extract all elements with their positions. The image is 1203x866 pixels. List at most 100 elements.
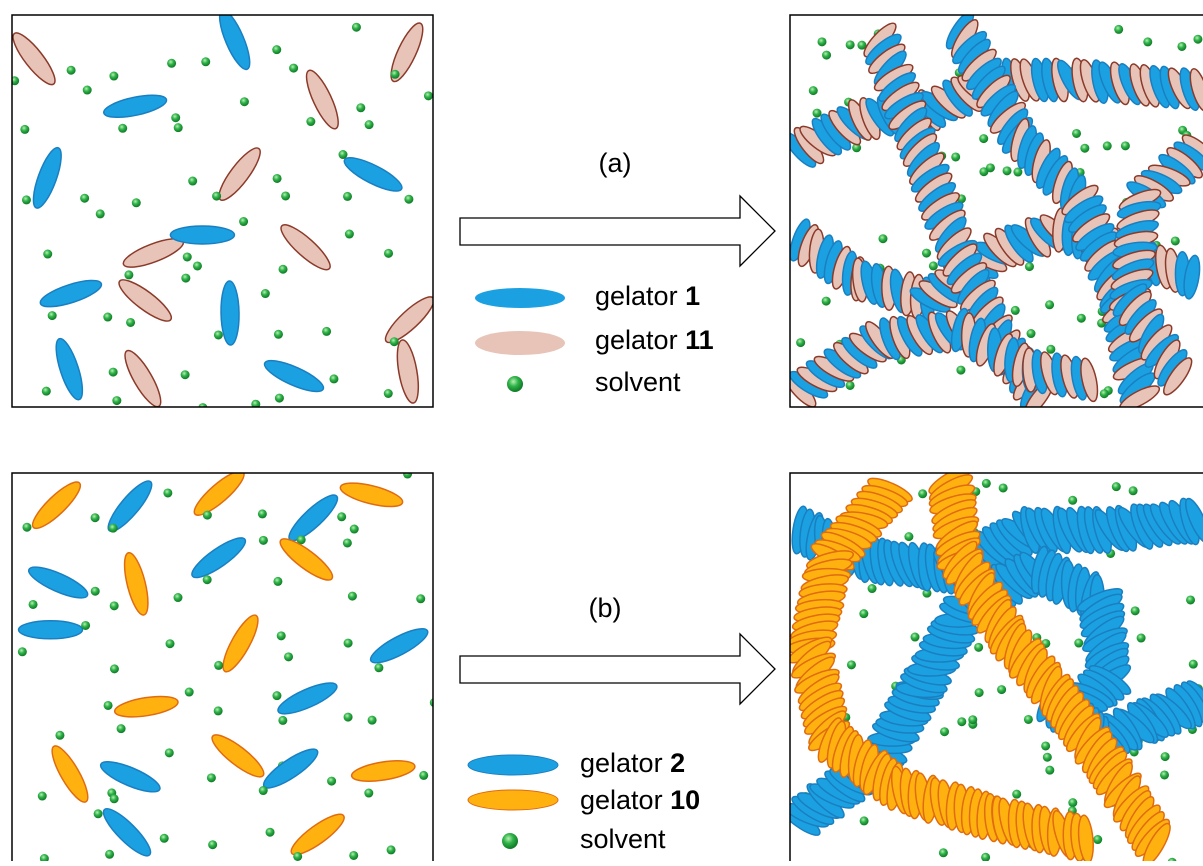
- solvent-molecule: [868, 584, 877, 593]
- gelator-molecule: [97, 756, 163, 798]
- solvent-molecule: [193, 261, 202, 270]
- solvent-molecule: [277, 631, 286, 640]
- legend-label: solvent: [580, 824, 666, 854]
- solvent-molecule: [112, 396, 121, 405]
- solvent-molecule: [1112, 482, 1121, 491]
- gelator-molecule: [259, 743, 322, 794]
- solvent-molecule: [384, 249, 393, 258]
- legend-swatch: [507, 376, 523, 392]
- solvent-molecule: [1131, 606, 1140, 615]
- solvent-molecule: [208, 840, 217, 849]
- figure: (a) (b) gelator 1 gelator 11 solvent gel…: [0, 0, 1203, 861]
- solvent-molecule: [1177, 42, 1186, 51]
- solvent-molecule: [278, 716, 287, 725]
- solvent-molecule: [261, 289, 270, 298]
- solvent-molecule: [322, 327, 331, 336]
- solvent-molecule: [1171, 236, 1180, 245]
- solvent-molecule: [440, 638, 449, 647]
- solvent-molecule: [104, 701, 113, 710]
- solvent-molecule: [214, 661, 223, 670]
- gelator-molecule: [207, 729, 269, 783]
- solvent-molecule: [1068, 496, 1077, 505]
- solvent-molecule: [430, 698, 439, 707]
- mixture-panel-b: [18, 465, 450, 861]
- solvent-molecule: [188, 177, 197, 186]
- solvent-molecule: [306, 117, 315, 126]
- solvent-molecule: [272, 45, 281, 54]
- solvent-molecule: [859, 609, 868, 618]
- solvent-molecule: [846, 40, 855, 49]
- network-panel-a: [780, 8, 1203, 420]
- legend-swatch: [475, 331, 565, 355]
- solvent-molecule: [981, 853, 990, 861]
- solvent-molecule: [1143, 37, 1152, 46]
- gelator-molecule: [102, 91, 168, 122]
- solvent-molecule: [83, 86, 92, 95]
- solvent-molecule: [109, 72, 118, 81]
- solvent-molecule: [350, 525, 359, 534]
- solvent-molecule: [329, 374, 338, 383]
- solvent-molecule: [1045, 300, 1054, 309]
- gelator-molecule: [28, 145, 67, 211]
- solvent-molecule: [259, 786, 268, 795]
- gelator-molecule: [380, 291, 439, 348]
- solvent-molecule: [165, 748, 174, 757]
- solvent-molecule: [343, 538, 352, 547]
- gelator-molecule: [393, 338, 422, 404]
- solvent-molecule: [1068, 798, 1077, 807]
- gelator-molecule: [275, 677, 341, 719]
- solvent-molecule: [203, 575, 212, 584]
- solvent-molecule: [275, 394, 284, 403]
- solvent-molecule: [1027, 329, 1036, 338]
- solvent-molecule: [96, 209, 105, 218]
- solvent-molecule: [444, 303, 453, 312]
- solvent-molecule: [384, 389, 393, 398]
- solvent-molecule: [29, 600, 38, 609]
- arrow: [460, 196, 775, 266]
- solvent-molecule: [67, 66, 76, 75]
- solvent-molecule: [878, 234, 887, 243]
- gelator-molecule: [214, 7, 256, 73]
- solvent-molecule: [273, 577, 282, 586]
- legend-label: solvent: [595, 367, 681, 397]
- solvent-molecule: [110, 794, 119, 803]
- solvent-molecule: [419, 771, 428, 780]
- solvent-molecule: [18, 647, 27, 656]
- solvent-molecule: [110, 601, 119, 610]
- page: (a) (b) gelator 1 gelator 11 solvent gel…: [0, 0, 1203, 861]
- solvent-molecule: [201, 57, 210, 66]
- solvent-molecule: [1003, 166, 1012, 175]
- solvent-molecule: [860, 816, 869, 825]
- solvent-molecule: [20, 125, 29, 134]
- solvent-molecule: [344, 639, 353, 648]
- solvent-molecule: [214, 330, 223, 339]
- solvent-molecule: [436, 247, 445, 256]
- solvent-molecule: [929, 261, 938, 270]
- solvent-molecule: [258, 509, 267, 518]
- legend-swatch: [468, 790, 558, 810]
- gelator-molecule: [51, 336, 88, 402]
- legend-text: gelator: [580, 785, 663, 815]
- solvent-molecule: [956, 366, 965, 375]
- gelator-molecule: [187, 532, 250, 583]
- legend-swatch: [468, 755, 558, 775]
- solvent-molecule: [796, 338, 805, 347]
- solvent-molecule: [940, 727, 949, 736]
- solvent-molecule: [203, 511, 212, 520]
- solvent-molecule: [999, 483, 1008, 492]
- solvent-molecule: [424, 91, 433, 100]
- solvent-molecule: [1074, 639, 1083, 648]
- solvent-molecule: [979, 134, 988, 143]
- solvent-molecule: [809, 86, 818, 95]
- solvent-molecule: [109, 368, 118, 377]
- solvent-molecule: [846, 381, 855, 390]
- solvent-molecule: [443, 68, 452, 77]
- solvent-molecule: [1046, 345, 1055, 354]
- solvent-molecule: [364, 789, 373, 798]
- solvent-molecule: [240, 97, 249, 106]
- solvent-molecule: [22, 523, 31, 532]
- solvent-molecule: [94, 809, 103, 818]
- solvent-molecule: [975, 688, 984, 697]
- solvent-molecule: [166, 639, 175, 648]
- solvent-molecule: [337, 512, 346, 521]
